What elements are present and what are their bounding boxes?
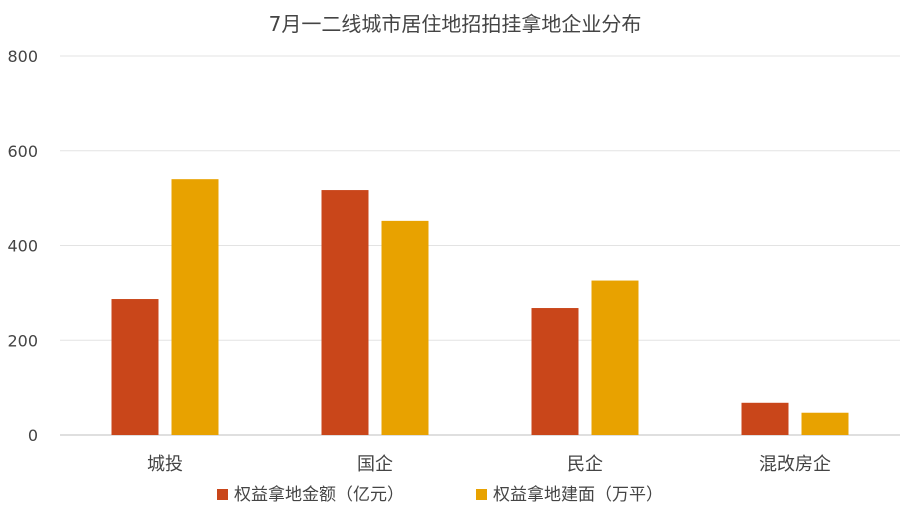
legend: 权益拿地金额（亿元） 权益拿地建面（万平） <box>217 484 663 505</box>
x-tick-label: 国企 <box>357 454 393 475</box>
x-tick-label: 城投 <box>147 454 183 475</box>
y-tick-label: 600 <box>7 142 38 161</box>
bars <box>111 179 849 435</box>
bar-amount-3 <box>741 402 789 435</box>
legend-swatch <box>476 489 487 500</box>
bar-amount-1 <box>321 190 369 435</box>
legend-swatch <box>217 489 228 500</box>
x-tick-label: 混改房企 <box>759 454 831 475</box>
y-axis: 0 200 400 600 800 <box>7 47 38 445</box>
x-tick-label: 民企 <box>567 454 603 475</box>
bar-area-0 <box>171 179 219 435</box>
bar-amount-2 <box>531 308 579 435</box>
y-tick-label: 400 <box>7 237 38 256</box>
y-tick-label: 800 <box>7 47 38 66</box>
y-tick-label: 200 <box>7 331 38 350</box>
bar-area-2 <box>591 280 639 435</box>
y-tick-label: 0 <box>28 426 38 445</box>
chart-title: 7月一二线城市居住地招拍挂拿地企业分布 <box>269 12 642 36</box>
x-axis: 城投 国企 民企 混改房企 <box>147 454 831 475</box>
bar-amount-0 <box>111 299 159 435</box>
legend-label: 权益拿地金额（亿元） <box>234 484 404 505</box>
legend-label: 权益拿地建面（万平） <box>493 484 663 505</box>
bar-area-3 <box>801 412 849 435</box>
bar-area-1 <box>381 220 429 435</box>
